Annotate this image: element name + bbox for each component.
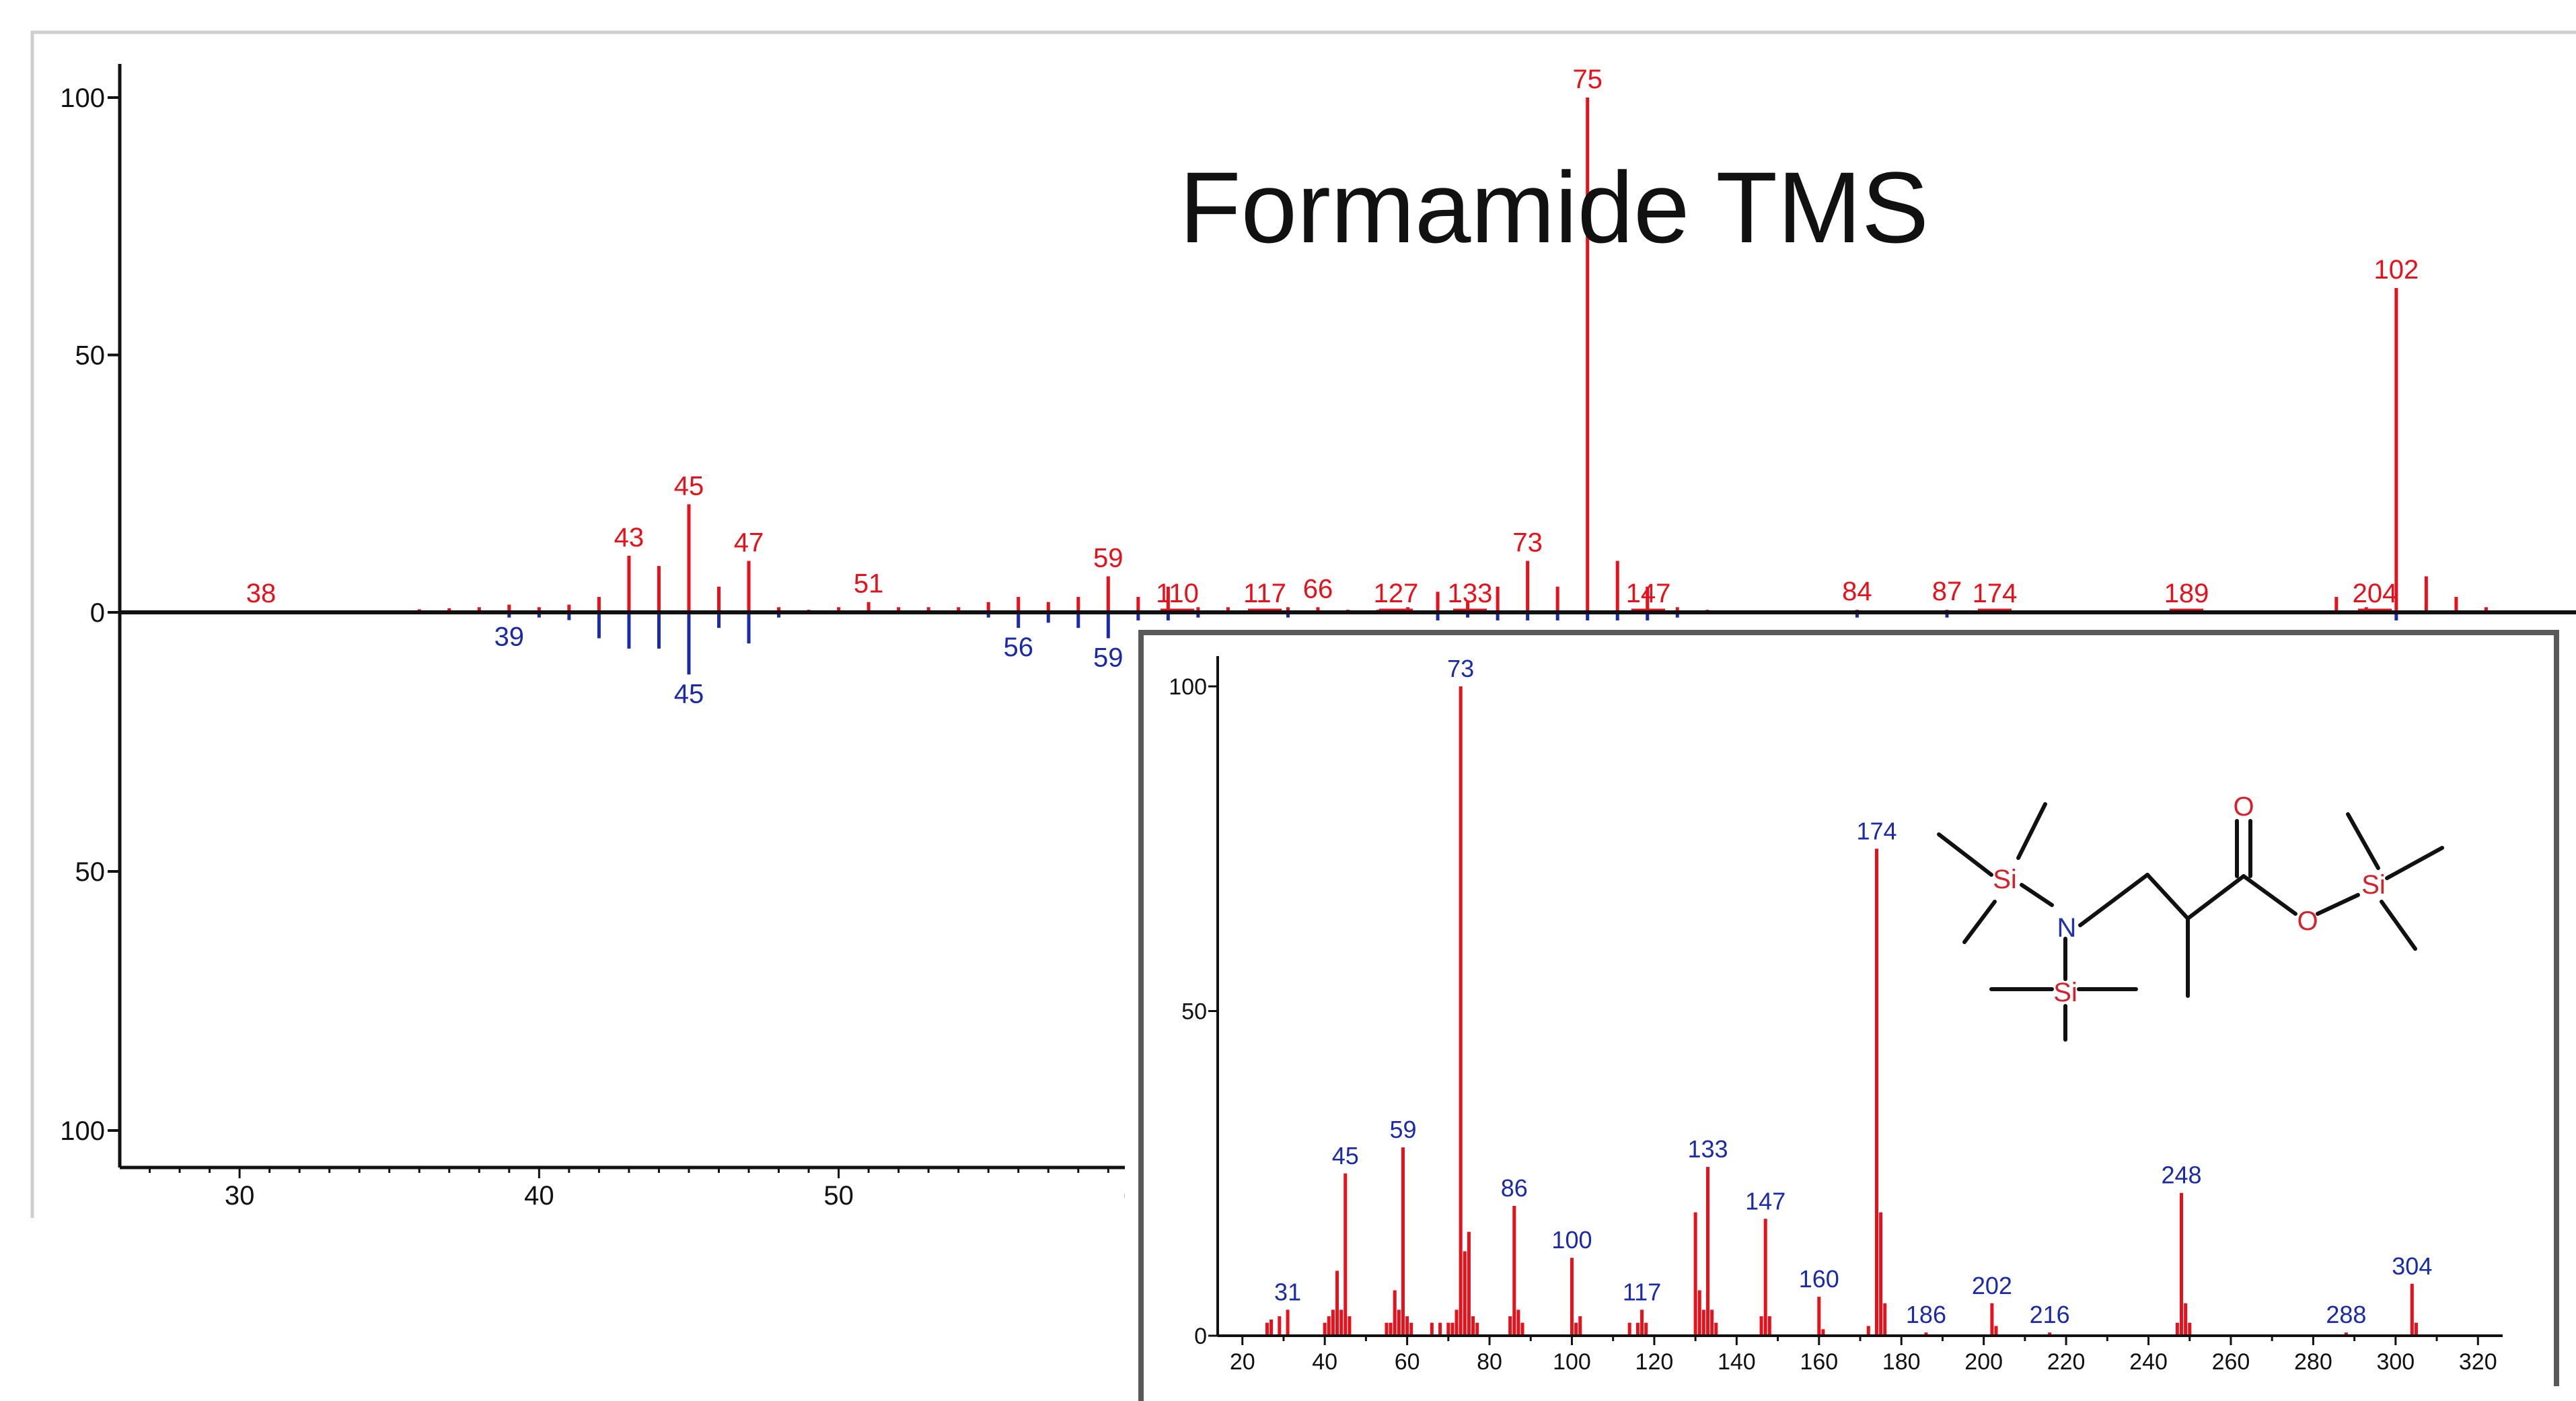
outer-frame	[30, 30, 2576, 1218]
red-peak-label: 117	[1243, 579, 1286, 608]
inset-peak-label: 117	[1623, 1278, 1661, 1305]
inset-peak-label: 202	[1972, 1272, 2012, 1299]
inset-peak-label: 59	[1389, 1116, 1416, 1143]
atom-label-n: N	[2057, 913, 2077, 943]
inset-x-tick-label: 80	[1477, 1349, 1502, 1375]
inset-peak-label: 216	[2030, 1301, 2070, 1328]
red-peak-label: 204	[2353, 579, 2398, 608]
atom-label-si: Si	[1993, 865, 2017, 894]
inset-x-tick-label: 300	[2376, 1349, 2415, 1375]
blue-peak-label: 45	[674, 679, 704, 709]
bond	[2242, 874, 2297, 916]
y-tick-label: 0	[90, 598, 105, 628]
inset-y-tick-label: 100	[1169, 674, 1207, 700]
inset-x-tick-label: 20	[1230, 1349, 1255, 1375]
red-peak-label: 43	[614, 523, 645, 552]
bond	[2078, 873, 2149, 927]
red-peak-label: 73	[1512, 528, 1543, 558]
inset-bars	[1265, 686, 2418, 1336]
inset-x-tick-label: 200	[1964, 1349, 2003, 1375]
blue-peak-label: 39	[494, 622, 525, 652]
inset-peak-label: 186	[1906, 1301, 1946, 1328]
inset-peak-label: 248	[2161, 1161, 2201, 1189]
inset-x-tick-label: 60	[1395, 1349, 1420, 1375]
atom-label-o: O	[2297, 906, 2318, 936]
inset-x-tick-label: 40	[1312, 1349, 1337, 1375]
x-tick-label: 30	[225, 1181, 255, 1211]
inset-peak-label: 86	[1501, 1174, 1528, 1202]
inset-x-tick-label: 320	[2459, 1349, 2497, 1375]
inset-y-tick-label: 50	[1181, 999, 1207, 1025]
inset-x-tick-label: 240	[2129, 1349, 2168, 1375]
blue-peak-label: 56	[1003, 633, 1033, 662]
inset-spectrum-chart: 0 50 100 20 40 60 80 100 120 140 160 180 200 220 240 26…	[1169, 655, 2503, 1375]
red-peak-label: 174	[1973, 579, 2018, 608]
inset-peak-label: 304	[2392, 1252, 2432, 1280]
x-tick-label: 50	[823, 1181, 854, 1211]
inset-peak-label: 160	[1799, 1265, 1839, 1293]
red-peak-label: 47	[734, 528, 764, 558]
red-peak-label: 87	[1932, 577, 1962, 606]
y-tick-label: 50	[75, 857, 106, 887]
inset-peak-label: 100	[1551, 1226, 1592, 1254]
red-peak-label: 110	[1156, 579, 1199, 608]
y-tick-label: 100	[60, 1116, 105, 1146]
structure-atom-labels: Si N Si O O Si	[1993, 792, 2386, 1007]
y-tick-label: 100	[60, 83, 105, 113]
inset-peak-label: 147	[1745, 1187, 1786, 1215]
bond	[1962, 900, 1997, 944]
inset-border	[1138, 630, 2559, 1401]
atom-label-si: Si	[2361, 870, 2386, 900]
inset-x-tick-label: 260	[2212, 1349, 2250, 1375]
bond	[2385, 846, 2444, 880]
bond	[2316, 893, 2360, 916]
red-peak-label: 59	[1093, 543, 1124, 573]
inset-x-tick-label: 140	[1718, 1349, 1756, 1375]
inset-background	[1125, 620, 2576, 1401]
inset-x-tick-label: 280	[2294, 1349, 2332, 1375]
inset-peak-label: 288	[2326, 1301, 2366, 1328]
inset-peak-label: 174	[1856, 817, 1897, 845]
bond	[2020, 883, 2054, 907]
red-peak-label: 127	[1374, 579, 1419, 608]
inset-y-tick-label: 0	[1194, 1324, 1207, 1349]
blue-peak-label: 59	[1093, 643, 1124, 673]
atom-label-si: Si	[2053, 978, 2077, 1007]
bond	[2380, 900, 2417, 951]
inset-peak-label: 31	[1274, 1278, 1301, 1305]
red-peak-label: 102	[2373, 255, 2419, 285]
chart-title: Formamide TMS	[1179, 151, 1929, 264]
red-peak-label: 133	[1448, 579, 1493, 608]
inset-x-tick-label: 180	[1882, 1349, 1921, 1375]
red-peak-label: 75	[1572, 65, 1603, 94]
red-peak-label: 51	[854, 569, 884, 599]
inset-x-tick-label: 120	[1635, 1349, 1674, 1375]
main-bars	[417, 98, 2488, 1130]
red-peak-label: 189	[2164, 579, 2209, 608]
bond	[1937, 832, 1993, 877]
red-peak-label: 84	[1842, 577, 1872, 606]
y-tick-label: 50	[75, 341, 106, 371]
atom-label-o: O	[2233, 792, 2254, 822]
inset-x-tick-label: 160	[1800, 1349, 1838, 1375]
red-peak-label: 38	[246, 579, 277, 608]
bond	[2145, 873, 2190, 921]
red-peak-label: 66	[1303, 574, 1333, 604]
x-tick-label: 40	[524, 1181, 554, 1211]
inset-axes: 0 50 100 20 40 60 80 100 120 140 160 180 200 220 240 26…	[1169, 656, 2503, 1375]
inset-panel: 0 50 100 20 40 60 80 100 120 140 160 180 200 220 240 26…	[1125, 620, 2576, 1401]
inset-x-tick-label: 100	[1553, 1349, 1591, 1375]
red-peak-label: 45	[674, 471, 704, 501]
inset-peak-labels: 31 45 59 73 86 100 117 133 147 160 174 186 202 216 248…	[1274, 655, 2432, 1328]
bond	[2016, 802, 2047, 860]
bond	[2186, 874, 2246, 921]
inset-peak-label: 73	[1447, 655, 1474, 682]
bond	[2346, 812, 2380, 870]
inset-peak-label: 45	[1332, 1142, 1359, 1170]
inset-x-tick-label: 220	[2047, 1349, 2086, 1375]
red-peak-label: 147	[1626, 579, 1671, 608]
chemical-structure	[1937, 802, 2444, 1042]
inset-peak-label: 133	[1687, 1135, 1728, 1163]
